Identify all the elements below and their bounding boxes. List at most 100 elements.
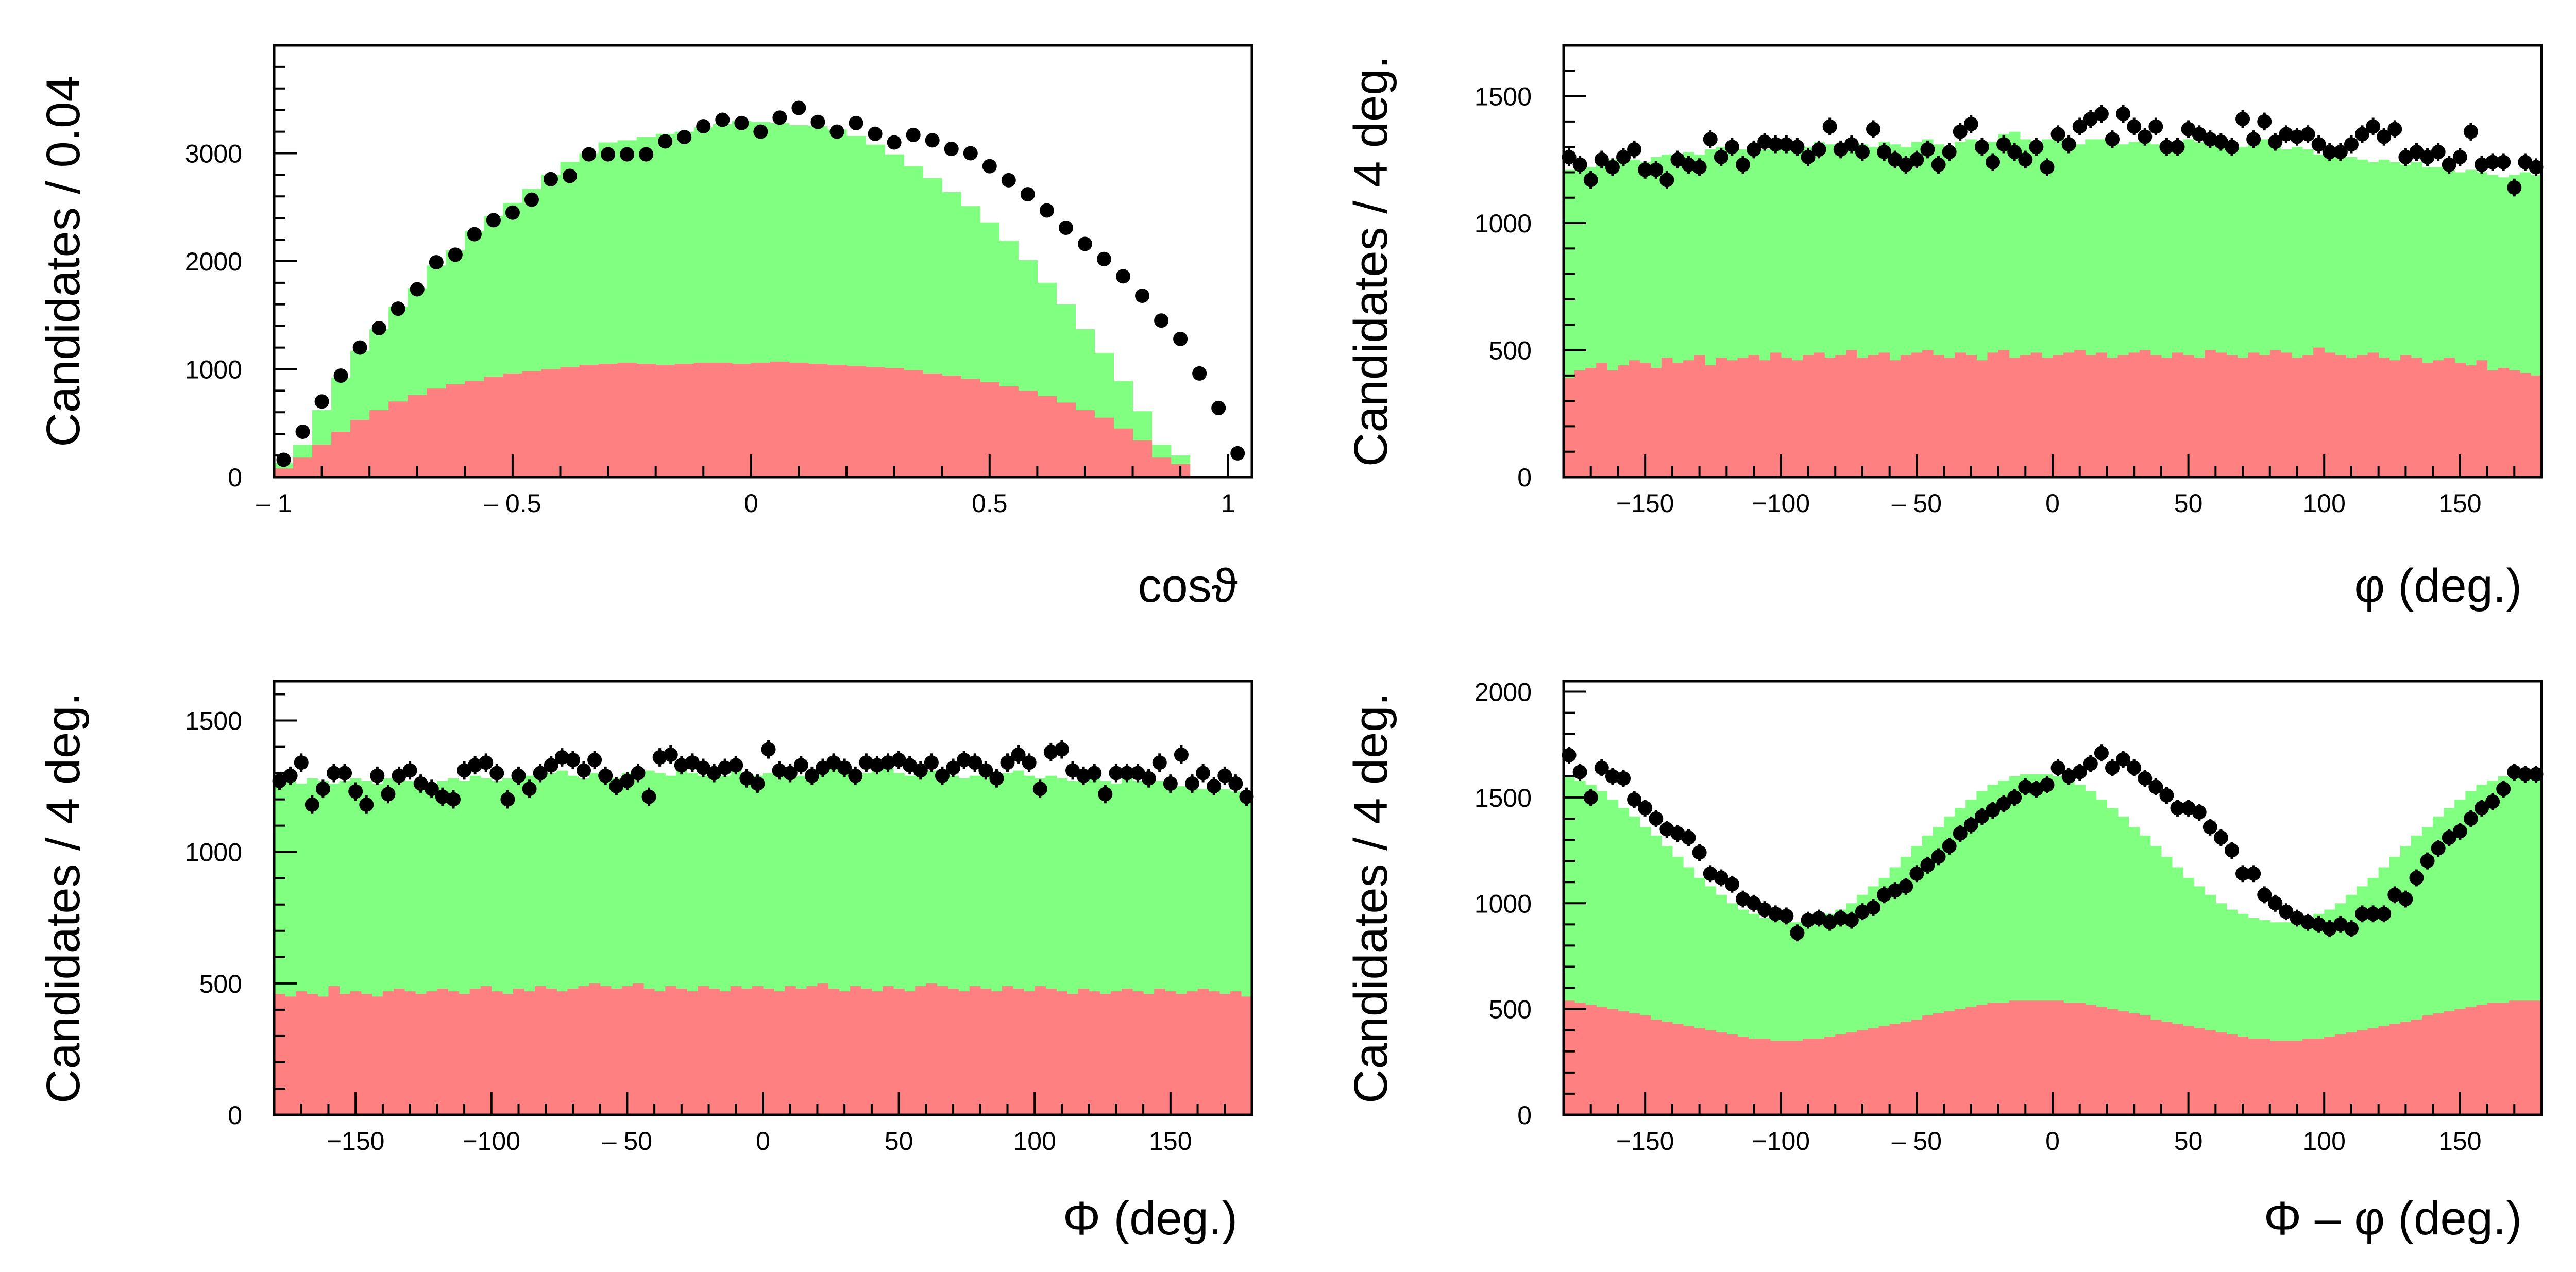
data-point [1076,768,1091,783]
data-point [2529,160,2544,175]
data-point [413,776,428,791]
data-point [1866,900,1881,915]
bar-background [1639,363,1651,477]
x-tick-label: 150 [2438,1127,2481,1156]
bar-background [915,986,926,1115]
bar-background [1564,378,1575,477]
bar-background [1922,1015,1934,1115]
bar-background [2280,1041,2292,1115]
data-point [544,758,558,773]
y-tick-label: 0 [1517,463,1532,492]
plot-area-costheta: 0 1000 2000 3000 – 1 – 0.5 0 0.5 1 [185,44,1253,518]
data-point [577,763,591,778]
bar-background [2389,360,2401,477]
bar-background [2519,1000,2531,1115]
x-tick-label: 0 [2045,489,2060,518]
data-point [410,282,425,297]
data-point [1779,137,1794,152]
bar-background [393,989,405,1115]
bar-background [1770,352,1782,477]
bar-background [1965,355,1977,477]
x-tick-label: 0 [2045,1127,2060,1156]
bar-background [1900,355,1912,477]
data-point [486,213,501,228]
bar-background [1965,1007,1977,1115]
panel-Phi-minus-phi: 0 500 1000 1500 2000 −150 −100 – 50 0 50 100 150 Ca… [1345,678,2544,1245]
bar-background [866,367,885,477]
bar-background [1132,991,1144,1115]
bar-background [774,991,785,1115]
data-point [677,130,692,145]
data-point [639,147,654,162]
data-point [2029,140,2044,155]
bar-background [654,991,666,1115]
bar-background [350,419,370,477]
data-point [2322,921,2337,936]
data-point [1703,132,1718,147]
bar-background [1683,360,1694,477]
data-point [392,768,406,783]
data-point [641,789,656,804]
data-point [2148,779,2163,794]
data-point [2431,145,2446,160]
bar-background [665,986,676,1115]
x-tick-label: – 50 [1892,489,1942,518]
data-point [2159,788,2174,803]
data-point [1039,203,1054,218]
bar-background [687,991,699,1115]
bar-background [2194,358,2205,477]
bar-background [1113,428,1133,477]
x-tick-label: −100 [1752,1127,1810,1156]
bar-background [331,432,351,477]
data-point [457,763,472,778]
bar-background [522,371,542,477]
data-point [359,797,374,812]
bar-background [621,986,633,1115]
data-point [2268,134,2283,149]
x-tick-label: 0 [744,489,758,518]
data-point [2366,119,2381,134]
bar-background [1661,358,1673,477]
data-point [793,758,808,773]
data-point [1920,142,1935,157]
data-point [1899,879,1913,894]
data-point [1703,866,1718,881]
data-point [2105,132,2120,147]
data-point [1670,152,1685,167]
bar-background [1132,440,1153,477]
bar-background [2053,355,2064,477]
bar-background [1165,991,1176,1115]
data-point [620,147,635,162]
bar-background [2259,1039,2270,1115]
data-point [1790,140,1805,155]
data-point [1228,776,1243,791]
data-point [2409,145,2424,160]
bar-background [2085,1005,2096,1115]
bar-background [1748,1039,1760,1115]
data-point [371,320,386,335]
data-point [1724,140,1739,155]
data-point [2311,917,2326,932]
data-point [1974,809,1989,824]
bar-background [1791,360,1803,477]
data-point [1239,789,1254,804]
data-point [772,763,787,778]
bar-background [1045,989,1057,1115]
bar-background [942,376,961,477]
data-point [2387,887,2402,902]
data-point [658,134,673,149]
bar-background [2302,1039,2314,1115]
bar-background [1857,1030,1869,1115]
bar-background [2454,363,2466,477]
data-point [1230,446,1245,461]
data-point [2344,137,2359,152]
data-point [1120,766,1134,781]
bar-background [1987,1003,1999,1115]
data-point [1692,845,1707,860]
data-point [2300,915,2315,930]
bar-background [1089,991,1100,1115]
data-point [294,755,309,770]
data-point [2224,140,2239,155]
data-point [2398,892,2413,907]
data-point [1768,137,1783,152]
